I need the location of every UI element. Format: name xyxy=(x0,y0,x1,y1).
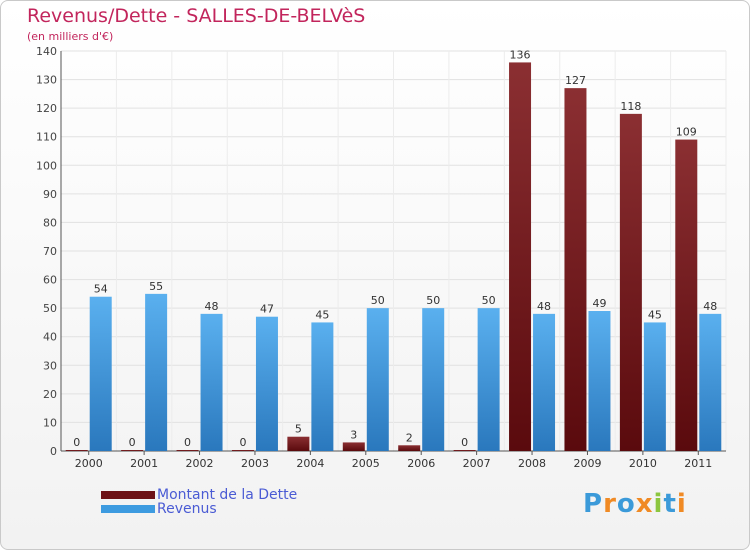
bar-debt-2011 xyxy=(675,139,698,452)
data-label-debt-2009: 127 xyxy=(565,74,586,87)
data-label-revenue-2007: 50 xyxy=(482,294,496,307)
legend-label-debt: Montant de la Dette xyxy=(157,487,298,503)
x-tick-label: 2009 xyxy=(573,457,601,470)
legend-item-debt: Montant de la Dette xyxy=(101,487,297,503)
x-tick-label: 2010 xyxy=(629,457,657,470)
y-tick-label: 60 xyxy=(43,274,57,287)
bar-debt-2000 xyxy=(65,450,88,451)
bar-revenue-2006 xyxy=(422,308,445,451)
data-labels: 0 54 0 55 0 48 0 47 5 45 3 50 2 50 0 50 136 48 127 49 118 45 1… xyxy=(73,48,717,449)
data-label-revenue-2010: 45 xyxy=(648,308,662,321)
x-tick-label: 2006 xyxy=(407,457,435,470)
x-tick-label: 2005 xyxy=(352,457,380,470)
logo-letter: i xyxy=(653,489,664,519)
data-label-debt-2007: 0 xyxy=(461,436,468,449)
data-label-revenue-2008: 48 xyxy=(537,300,551,313)
chart-title: Revenus/Dette - SALLES-DE-BELVèS xyxy=(27,5,366,27)
y-tick-label: 10 xyxy=(43,416,57,429)
data-label-debt-2003: 0 xyxy=(239,436,246,449)
data-label-revenue-2009: 49 xyxy=(592,297,606,310)
bar-debt-2001 xyxy=(121,450,144,451)
data-label-revenue-2003: 47 xyxy=(260,303,274,316)
logo-letter: t xyxy=(663,489,677,519)
x-tick-label: 2008 xyxy=(518,457,546,470)
y-tick-label: 80 xyxy=(43,216,57,229)
logo-letter: P xyxy=(583,489,604,519)
proxiti-logo: Proxiti xyxy=(583,489,687,519)
bar-revenue-2009 xyxy=(588,311,611,451)
data-label-debt-2002: 0 xyxy=(184,436,191,449)
logo-letter: x xyxy=(635,489,654,519)
y-tick-label: 50 xyxy=(43,302,57,315)
data-label-revenue-2005: 50 xyxy=(371,294,385,307)
data-label-debt-2005: 3 xyxy=(350,428,357,441)
y-tick-label: 120 xyxy=(36,102,57,115)
x-tick-label: 2011 xyxy=(684,457,712,470)
data-label-revenue-2004: 45 xyxy=(315,308,329,321)
y-tick-label: 0 xyxy=(50,445,57,458)
data-label-debt-2011: 109 xyxy=(676,126,697,139)
bar-revenue-2007 xyxy=(477,308,500,451)
data-label-debt-2000: 0 xyxy=(73,436,80,449)
y-tick-label: 30 xyxy=(43,359,57,372)
bar-debt-2004 xyxy=(287,436,310,451)
data-label-revenue-2001: 55 xyxy=(149,280,163,293)
logo-letter: i xyxy=(676,489,687,519)
y-tick-label: 100 xyxy=(36,159,57,172)
bar-revenue-2000 xyxy=(89,296,112,451)
data-label-revenue-2006: 50 xyxy=(426,294,440,307)
bar-revenue-2008 xyxy=(533,313,556,451)
bar-debt-2005 xyxy=(342,442,365,451)
bar-debt-2008 xyxy=(509,62,532,452)
data-label-debt-2001: 0 xyxy=(129,436,136,449)
bar-revenue-2003 xyxy=(255,316,278,451)
data-label-revenue-2011: 48 xyxy=(703,300,717,313)
bar-debt-2009 xyxy=(564,88,587,452)
bar-revenue-2010 xyxy=(643,322,666,451)
x-tick-label: 2002 xyxy=(186,457,214,470)
bar-revenue-2001 xyxy=(145,293,168,451)
bar-revenue-2005 xyxy=(366,308,389,451)
bar-debt-2007 xyxy=(453,450,476,451)
y-tick-label: 40 xyxy=(43,331,57,344)
y-tick-label: 90 xyxy=(43,188,57,201)
legend-swatch-revenue xyxy=(101,505,155,513)
bar-revenue-2004 xyxy=(311,322,334,451)
x-tick-label: 2004 xyxy=(296,457,324,470)
logo-letter: r xyxy=(603,489,617,519)
y-tick-label: 110 xyxy=(36,131,57,144)
bar-revenue-2011 xyxy=(699,313,722,451)
bar-debt-2010 xyxy=(619,113,642,451)
x-tick-label: 2003 xyxy=(241,457,269,470)
x-tick-label: 2007 xyxy=(463,457,491,470)
logo-letter: o xyxy=(616,489,636,519)
grid-lines xyxy=(60,50,727,452)
bar-debt-2003 xyxy=(231,450,254,451)
bar-revenue-2002 xyxy=(200,313,223,451)
x-tick-label: 2001 xyxy=(130,457,158,470)
y-tick-label: 130 xyxy=(36,74,57,87)
data-label-revenue-2002: 48 xyxy=(205,300,219,313)
data-label-debt-2004: 5 xyxy=(295,423,302,436)
legend-item-revenue: Revenus xyxy=(101,501,217,517)
x-tick-label: 2000 xyxy=(75,457,103,470)
data-label-revenue-2000: 54 xyxy=(94,283,108,296)
y-tick-label: 140 xyxy=(36,45,57,58)
bar-debt-2006 xyxy=(398,445,421,451)
y-tick-label: 70 xyxy=(43,245,57,258)
y-tick-label: 20 xyxy=(43,388,57,401)
data-label-debt-2008: 136 xyxy=(510,48,531,61)
chart-subtitle: (en milliers d'€) xyxy=(27,30,114,43)
legend-label-revenue: Revenus xyxy=(157,501,217,517)
legend-swatch-debt xyxy=(101,491,155,499)
bar-debt-2002 xyxy=(176,450,199,451)
bars xyxy=(65,62,722,452)
data-label-debt-2006: 2 xyxy=(406,431,413,444)
data-label-debt-2010: 118 xyxy=(620,100,641,113)
